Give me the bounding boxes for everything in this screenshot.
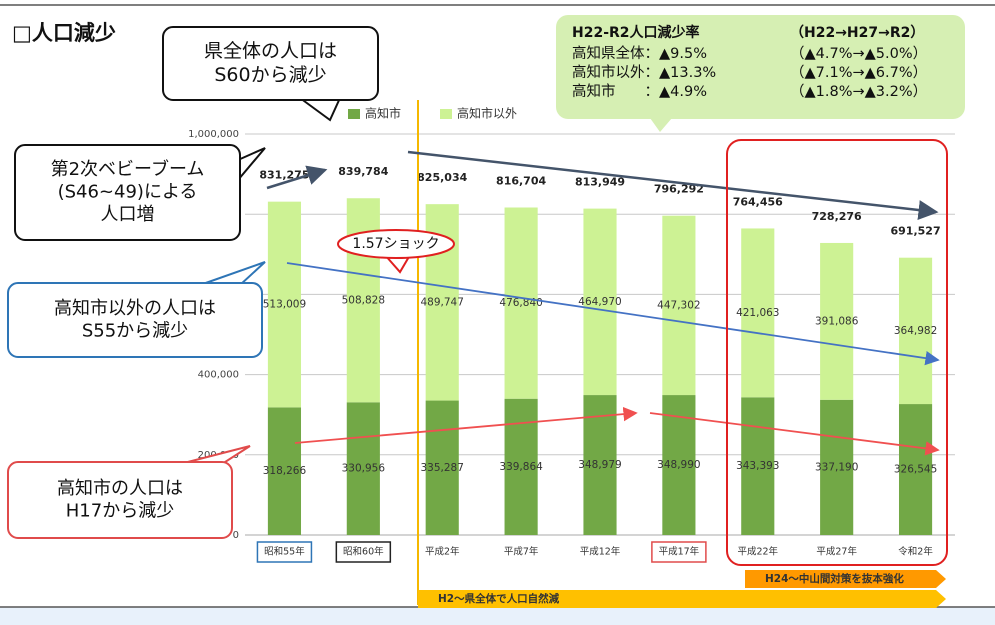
x-tick-label: 平成17年 (659, 546, 700, 558)
info-title: H22-R2人口減少率 (572, 24, 700, 41)
total-label: 813,949 (575, 176, 625, 189)
legend-swatch (348, 109, 360, 119)
bar-segment (898, 257, 933, 405)
x-tick-label: 平成22年 (737, 546, 778, 558)
x-label-box (651, 541, 707, 563)
callout-text: 1.57ショック (352, 236, 439, 252)
total-label: 831,275 (259, 169, 309, 182)
x-tick-label: 平成27年 (816, 546, 857, 558)
legend-label: 高知市以外 (457, 106, 517, 121)
info-pointer (650, 118, 672, 132)
value-label: 330,956 (342, 463, 386, 475)
callout-ellipse (337, 229, 455, 259)
y-tick-label: 400,000 (198, 370, 239, 381)
callout-text: 高知市の人口は (57, 478, 183, 499)
bar-segment (267, 407, 302, 535)
x-tick-label: 昭和60年 (343, 546, 384, 558)
bar-segment (583, 208, 617, 396)
trend-arrow (266, 165, 328, 190)
callout-box (7, 282, 263, 358)
value-label: 326,545 (894, 464, 937, 476)
value-label: 337,190 (815, 461, 858, 473)
value-label: 508,828 (342, 294, 385, 306)
callout-box (162, 26, 379, 101)
value-label: 343,393 (736, 460, 779, 472)
bar-segment (820, 399, 854, 535)
info-detail: （▲7.1%→▲6.7%） (790, 64, 927, 81)
bar-segment (504, 207, 538, 399)
footer (0, 607, 995, 625)
callout-box (7, 461, 233, 539)
band-label: H2〜県全体で人口自然減 (438, 592, 560, 605)
x-tick-label: 平成12年 (580, 546, 621, 558)
trend-arrow (407, 150, 939, 220)
total-label: 764,456 (733, 195, 783, 208)
bar-segment (741, 228, 775, 398)
value-label: 476,840 (499, 297, 542, 309)
total-label: 728,276 (812, 210, 862, 223)
total-label: 839,784 (338, 165, 388, 178)
highlight-box (726, 139, 948, 566)
band-label: H24〜中山間対策を抜本強化 (765, 572, 904, 585)
x-tick-label: 平成7年 (504, 546, 539, 558)
bar-segment (267, 201, 302, 408)
value-label: 364,982 (894, 325, 937, 337)
total-label: 796,292 (654, 183, 704, 196)
callout-text: S60から減少 (214, 64, 326, 86)
value-label: 421,063 (736, 307, 779, 319)
band-arrow (745, 570, 946, 588)
value-label: 339,864 (499, 461, 543, 473)
value-label: 318,266 (263, 465, 307, 477)
callout-box (14, 144, 241, 241)
value-label: 348,979 (578, 459, 621, 471)
callout-text: S55から減少 (82, 320, 188, 341)
callout-text: (S46~49)による (58, 182, 198, 203)
info-detail: （▲1.8%→▲3.2%） (790, 83, 927, 100)
bar-segment (425, 400, 459, 535)
trend-arrow (649, 412, 940, 456)
value-label: 447,302 (657, 299, 700, 311)
info-label: 高知市 ：▲4.9% (572, 83, 707, 100)
value-label: 391,086 (815, 315, 859, 327)
value-label: 335,287 (421, 462, 464, 474)
bar-segment (346, 402, 380, 535)
callout-text: 第2次ベビーブーム (51, 158, 205, 180)
info-detail: （▲4.7%→▲5.0%） (790, 45, 927, 62)
band-arrow (418, 590, 946, 608)
info-period: （H22→H27→R2） (790, 25, 924, 41)
info-label: 高知県全体：▲9.5% (572, 44, 707, 62)
y-tick-label: 0 (233, 530, 239, 541)
bar-segment (662, 215, 696, 396)
legend-swatch (440, 109, 452, 119)
x-tick-label: 平成2年 (425, 546, 460, 558)
total-label: 816,704 (496, 175, 546, 188)
bar-segment (583, 395, 617, 535)
value-label: 513,009 (263, 299, 306, 311)
info-box (556, 15, 965, 119)
value-label: 464,970 (578, 296, 621, 308)
bar-segment (898, 404, 933, 535)
callout-text: 県全体の人口は (204, 40, 337, 62)
x-label-box (335, 541, 392, 563)
trend-arrow (294, 406, 638, 444)
callout-text: 人口増 (101, 204, 155, 225)
legend-label: 高知市 (365, 106, 401, 121)
y-tick-label: 1,000,000 (188, 129, 239, 140)
value-label: 348,990 (657, 459, 700, 471)
total-label: 825,034 (417, 171, 467, 184)
callout-text: H17から減少 (66, 500, 174, 521)
x-tick-label: 昭和55年 (264, 546, 305, 558)
total-label: 691,527 (891, 225, 941, 238)
bar-segment (820, 242, 854, 400)
chart-title: □人口減少 (12, 21, 116, 45)
x-tick-label: 令和2年 (898, 546, 933, 558)
info-label: 高知市以外：▲13.3% (572, 64, 716, 81)
trend-arrow (286, 262, 940, 366)
x-label-box (256, 541, 313, 563)
value-label: 489,747 (421, 296, 464, 308)
bar-segment (741, 397, 775, 535)
callout-text: 高知市以外の人口は (54, 298, 216, 319)
